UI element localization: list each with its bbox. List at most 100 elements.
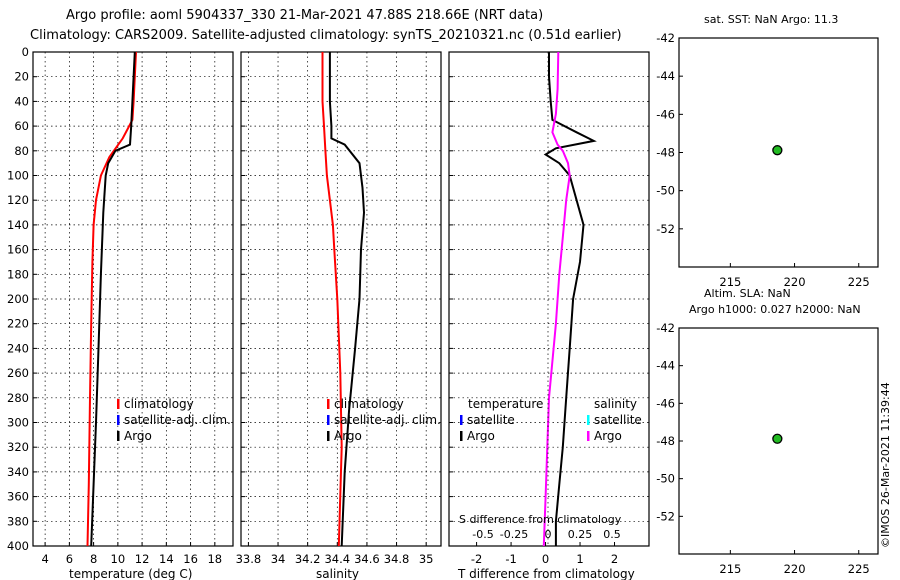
legend-t-satellite-label: satellite bbox=[467, 413, 515, 427]
salinity-xlabel: salinity bbox=[316, 567, 359, 580]
figure-title-line2: Climatology: CARS2009. Satellite-adjuste… bbox=[30, 28, 622, 43]
depth-tick-label: 340 bbox=[7, 465, 29, 479]
s-diff-tick-label: -0.5 bbox=[472, 528, 493, 541]
x-tick-label: 35 bbox=[419, 552, 434, 566]
map-y-tick-label: -50 bbox=[656, 184, 675, 198]
legend-argo-label: Argo bbox=[124, 429, 152, 443]
map-y-tick-label: -50 bbox=[656, 472, 675, 486]
legend-temperature-header: temperature bbox=[468, 397, 543, 411]
x-tick-label: -1 bbox=[505, 552, 516, 566]
x-tick-label: 2 bbox=[611, 552, 618, 566]
map-y-tick-label: -44 bbox=[656, 69, 675, 83]
depth-tick-label: 60 bbox=[14, 119, 29, 133]
x-tick-label: 16 bbox=[183, 552, 198, 566]
timestamp: ©IMOS 26-Mar-2021 11:39:44 bbox=[879, 382, 892, 548]
salinity-climatology-line bbox=[321, 52, 343, 547]
legend-argo-label: Argo bbox=[334, 429, 362, 443]
legend-climatology-label: climatology bbox=[334, 397, 404, 411]
depth-tick-label: 300 bbox=[7, 416, 29, 430]
depth-tick-label: 240 bbox=[7, 341, 29, 355]
depth-tick-label: 280 bbox=[7, 391, 29, 405]
legend-s-argo-label: Argo bbox=[594, 429, 622, 443]
legend-t-argo-swatch bbox=[460, 431, 463, 441]
depth-tick-label: 100 bbox=[7, 169, 29, 183]
x-tick-label: 1 bbox=[576, 552, 583, 566]
depth-tick-label: 320 bbox=[7, 440, 29, 454]
map-x-tick-label: 225 bbox=[848, 562, 870, 576]
x-tick-label: 33.8 bbox=[236, 552, 262, 566]
x-tick-label: 18 bbox=[207, 552, 222, 566]
argo-location-marker bbox=[772, 433, 783, 444]
depth-tick-label: 0 bbox=[22, 45, 29, 59]
s-diff-tick-label: -0.25 bbox=[500, 528, 528, 541]
figure-title-line1: Argo profile: aoml 5904337_330 21-Mar-20… bbox=[66, 8, 543, 23]
map-y-tick-label: -42 bbox=[656, 321, 675, 335]
map-x-tick-label: 220 bbox=[784, 275, 806, 289]
map-y-tick-label: -52 bbox=[656, 509, 675, 523]
salinity-argo-line bbox=[328, 52, 366, 547]
data-series bbox=[86, 51, 783, 547]
map-y-tick-label: -48 bbox=[656, 434, 675, 448]
legend-t-satellite-swatch bbox=[460, 415, 463, 425]
depth-tick-label: 220 bbox=[7, 317, 29, 331]
depth-tick-label: 380 bbox=[7, 514, 29, 528]
map-x-tick-label: 215 bbox=[719, 562, 741, 576]
x-tick-label: 12 bbox=[135, 552, 150, 566]
legend-s-satellite-label: satellite bbox=[594, 413, 642, 427]
legend-argo-swatch bbox=[327, 431, 330, 441]
depth-tick-label: 120 bbox=[7, 193, 29, 207]
argo-location-marker bbox=[772, 145, 783, 156]
map-x-tick-label: 215 bbox=[719, 275, 741, 289]
difference-xlabel: T difference from climatology bbox=[457, 567, 635, 580]
legend-argo-swatch bbox=[117, 431, 120, 441]
map-y-tick-label: -42 bbox=[656, 31, 675, 45]
map-sst-title: sat. SST: NaN Argo: 11.3 bbox=[704, 13, 838, 26]
temperature-argo-line bbox=[90, 51, 136, 547]
x-tick-label: 14 bbox=[159, 552, 174, 566]
x-tick-label: 6 bbox=[66, 552, 73, 566]
depth-tick-label: 180 bbox=[7, 267, 29, 281]
temperature-xlabel: temperature (deg C) bbox=[69, 567, 192, 580]
x-tick-label: 4 bbox=[41, 552, 48, 566]
map-y-tick-label: -46 bbox=[656, 396, 675, 410]
temperature-climatology-line bbox=[86, 51, 137, 547]
s-difference-label: S difference from climatology bbox=[459, 513, 622, 526]
depth-tick-label: 20 bbox=[14, 70, 29, 84]
depth-tick-label: 140 bbox=[7, 218, 29, 232]
map-x-tick-label: 220 bbox=[784, 562, 806, 576]
map-y-tick-label: -48 bbox=[656, 146, 675, 160]
map-sla-title2: Argo h1000: 0.027 h2000: NaN bbox=[689, 303, 861, 316]
legend-climatology-label: climatology bbox=[124, 397, 194, 411]
depth-tick-label: 200 bbox=[7, 292, 29, 306]
difference-temperature-argo-line bbox=[543, 52, 597, 546]
map-sla-title: Altim. SLA: NaN bbox=[704, 287, 791, 300]
s-diff-tick-label: 0.5 bbox=[603, 528, 621, 541]
legend-satellite-swatch bbox=[327, 415, 330, 425]
legend-satellite-label: satellite-adj. clim. bbox=[124, 413, 231, 427]
grid-lines bbox=[33, 52, 649, 546]
depth-tick-label: 400 bbox=[7, 539, 29, 553]
depth-tick-label: 160 bbox=[7, 243, 29, 257]
legend-s-satellite-swatch bbox=[587, 415, 590, 425]
map-x-tick-label: 225 bbox=[848, 275, 870, 289]
axis-ticks: 4 6 8 10 12 14 16 18 33.8 34 34.2 34.4 34.6 34.8 35 -2-… bbox=[7, 31, 870, 576]
s-diff-tick-label: 0.25 bbox=[568, 528, 593, 541]
map-y-tick-label: -46 bbox=[656, 107, 675, 121]
depth-tick-label: 40 bbox=[14, 94, 29, 108]
legend-s-argo-swatch bbox=[587, 431, 590, 441]
depth-tick-label: 360 bbox=[7, 490, 29, 504]
map-y-tick-label: -52 bbox=[656, 222, 675, 236]
legend-salinity-header: salinity bbox=[594, 397, 637, 411]
x-tick-label: 8 bbox=[90, 552, 97, 566]
x-tick-label: 34 bbox=[271, 552, 286, 566]
x-tick-label: 34.4 bbox=[324, 552, 350, 566]
legend-climatology-swatch bbox=[327, 399, 330, 409]
depth-tick-label: 260 bbox=[7, 366, 29, 380]
x-tick-label: 10 bbox=[111, 552, 126, 566]
x-tick-label: 0 bbox=[542, 552, 549, 566]
legend-satellite-swatch bbox=[117, 415, 120, 425]
legend-climatology-swatch bbox=[117, 399, 120, 409]
x-tick-label: 34.6 bbox=[354, 552, 380, 566]
depth-tick-label: 80 bbox=[14, 144, 29, 158]
